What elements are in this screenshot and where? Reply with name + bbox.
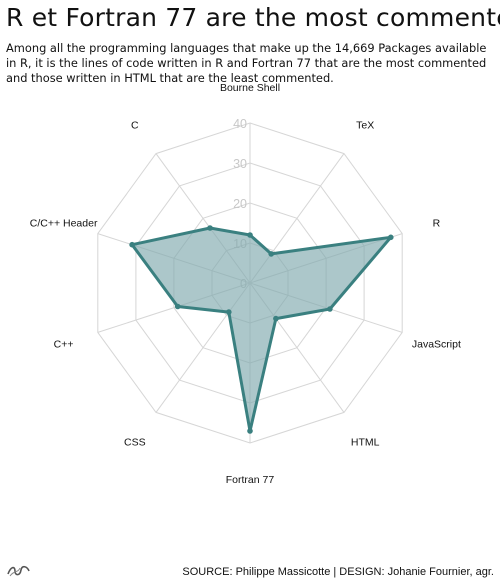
radial-tick-label: 30 — [233, 157, 247, 171]
page-subtitle: Among all the programming languages that… — [6, 41, 487, 85]
category-label: C — [131, 119, 139, 131]
category-label: R — [433, 217, 441, 229]
data-point — [327, 306, 333, 312]
data-point — [226, 309, 232, 315]
source-credit: SOURCE: Philippe Massicotte | DESIGN: Jo… — [182, 566, 494, 578]
category-label: CSS — [124, 437, 146, 449]
radar-series — [129, 225, 394, 434]
data-point — [247, 232, 253, 238]
category-label: C/C++ Header — [30, 217, 98, 229]
data-point — [247, 428, 253, 434]
page-title: R et Fortran 77 are the most commented — [6, 3, 500, 32]
radial-tick-label: 20 — [233, 197, 247, 211]
category-labels: Bourne Shell TeX R JavaScript HTML Fortran 77… — [30, 82, 461, 486]
data-point — [174, 303, 181, 310]
category-label: HTML — [351, 437, 380, 449]
radial-tick-label: 40 — [233, 117, 247, 131]
category-label: C++ — [54, 339, 74, 351]
data-point — [268, 251, 275, 257]
category-label: JavaScript — [412, 339, 461, 351]
data-point — [273, 315, 279, 322]
data-point — [207, 225, 213, 231]
category-label: Bourne Shell — [220, 82, 280, 94]
series-area — [130, 226, 393, 433]
radar-chart: 010203040 Bourne ShellTeXRJavaScriptHTML… — [30, 82, 461, 486]
data-point — [129, 241, 135, 248]
category-label: Fortran 77 — [226, 474, 275, 486]
category-label: TeX — [356, 119, 374, 131]
data-point — [388, 234, 394, 241]
logo-icon — [7, 565, 30, 577]
